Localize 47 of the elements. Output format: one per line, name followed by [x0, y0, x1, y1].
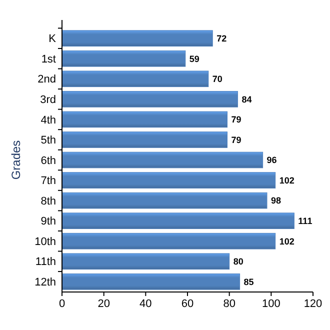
- bar: [62, 152, 264, 168]
- y-tick-label: 7th: [40, 175, 56, 188]
- y-tick-label: 4th: [40, 114, 56, 126]
- bar: [62, 192, 268, 209]
- x-tick-label: 100: [262, 298, 280, 310]
- bar: [62, 91, 238, 108]
- bar: [62, 172, 276, 188]
- data-label: 102: [279, 175, 294, 186]
- data-label: 59: [189, 54, 200, 64]
- x-tick-label: 20: [98, 298, 110, 310]
- data-label: 72: [216, 33, 227, 44]
- bar: [62, 274, 240, 290]
- x-tick-label: 80: [223, 298, 236, 310]
- data-label: 96: [266, 155, 277, 166]
- y-tick-label: 3rd: [40, 94, 56, 106]
- bar: [62, 232, 276, 250]
- y-tick-label: 9th: [40, 216, 56, 228]
- data-label: 79: [231, 134, 242, 145]
- data-label: 85: [244, 276, 254, 287]
- y-axis-title: Grades: [9, 140, 23, 180]
- data-label: 80: [233, 256, 244, 267]
- y-tick-label: 1st: [41, 53, 56, 66]
- data-label: 84: [242, 94, 252, 104]
- bar: [62, 212, 294, 229]
- bar: [62, 50, 186, 67]
- x-tick-label: 40: [140, 298, 152, 310]
- y-tick-label: 11th: [35, 256, 56, 268]
- y-tick-label: 10th: [34, 236, 56, 248]
- bar: [62, 30, 213, 46]
- x-tick-label: 120: [304, 298, 322, 310]
- data-label: 70: [212, 74, 222, 84]
- bar: [62, 132, 228, 148]
- bar: [62, 70, 209, 88]
- data-label: 102: [279, 236, 294, 246]
- y-tick-label: 5th: [40, 134, 56, 147]
- data-label: 98: [270, 196, 281, 206]
- x-tick-label: 60: [181, 298, 194, 310]
- y-tick-label: 6th: [40, 154, 56, 167]
- y-tick-label: 2nd: [38, 74, 56, 86]
- y-tick-label: K: [48, 33, 57, 46]
- data-label: 111: [298, 216, 312, 226]
- data-label: 79: [231, 114, 242, 125]
- y-tick-label: 8th: [40, 195, 56, 208]
- bar: [62, 253, 230, 270]
- bar: [62, 111, 228, 128]
- x-tick-label: 0: [58, 298, 66, 310]
- y-tick-label: 12th: [34, 276, 56, 289]
